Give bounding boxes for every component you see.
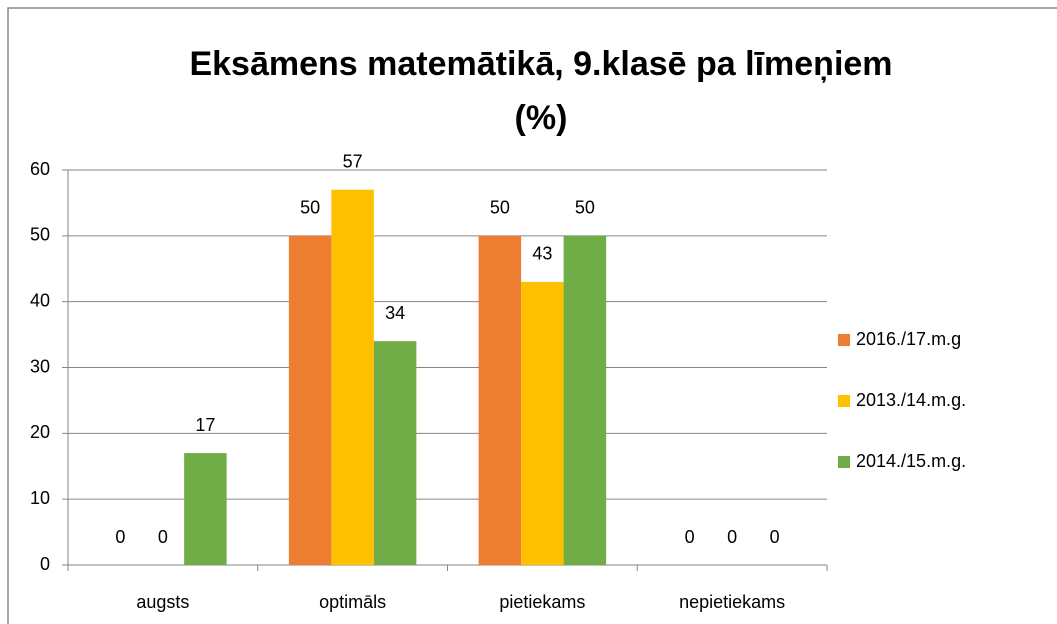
legend-swatch	[838, 456, 850, 468]
y-tick-label: 50	[30, 225, 50, 245]
y-tick-label: 30	[30, 356, 50, 376]
x-tick-label: pietiekams	[499, 592, 585, 612]
data-label: 0	[770, 527, 780, 547]
y-tick-label: 10	[30, 488, 50, 508]
data-label: 0	[115, 527, 125, 547]
data-label: 0	[727, 527, 737, 547]
legend-label: 2014./15.m.g.	[856, 451, 966, 471]
data-label: 0	[158, 527, 168, 547]
x-tick-label: optimāls	[319, 592, 386, 612]
data-label: 34	[385, 303, 405, 323]
bar	[478, 235, 522, 566]
bar	[563, 235, 607, 566]
data-label: 17	[195, 415, 215, 435]
y-tick-label: 60	[30, 159, 50, 179]
legend-swatch	[838, 334, 850, 346]
x-tick-label: augsts	[136, 592, 189, 612]
data-label: 50	[490, 198, 510, 218]
chart-title: (%)	[515, 99, 568, 137]
y-tick-label: 0	[40, 554, 50, 574]
data-label: 0	[685, 527, 695, 547]
bar	[373, 341, 417, 565]
legend-label: 2016./17.m.g	[856, 329, 961, 349]
y-tick-label: 40	[30, 290, 50, 310]
data-label: 57	[343, 152, 363, 172]
chart-title: Eksāmens matemātikā, 9.klasē pa līmeņiem	[189, 45, 892, 83]
data-label: 43	[532, 244, 552, 264]
legend-swatch	[838, 395, 850, 407]
legend-label: 2013./14.m.g.	[856, 390, 966, 410]
x-tick-label: nepietiekams	[679, 592, 785, 612]
bar	[521, 281, 564, 565]
bar	[288, 235, 332, 566]
data-label: 50	[300, 198, 320, 218]
data-label: 50	[575, 198, 595, 218]
bar	[184, 453, 227, 565]
bar	[331, 189, 374, 565]
y-tick-label: 20	[30, 422, 50, 442]
